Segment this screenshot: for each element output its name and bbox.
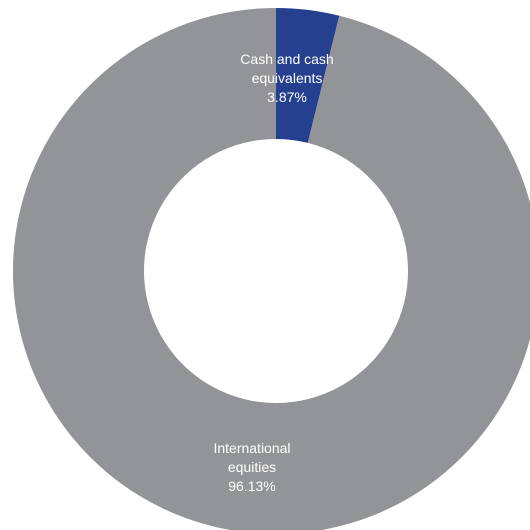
slice-label-1: International equities 96.13%: [213, 440, 290, 494]
donut-slice-0: [276, 8, 340, 143]
slice-label-line-0-0: Cash and cash: [240, 51, 333, 67]
slice-label-line-0-1: equivalents: [252, 70, 323, 86]
slice-label-0: Cash and cash equivalents 3.87%: [240, 51, 333, 105]
slice-label-line-1-1: equities: [228, 459, 276, 475]
donut-slice-1: [13, 8, 530, 530]
slice-label-line-1-0: International: [213, 440, 290, 456]
slice-percent-0: 3.87%: [267, 89, 307, 105]
slice-percent-1: 96.13%: [228, 478, 275, 494]
